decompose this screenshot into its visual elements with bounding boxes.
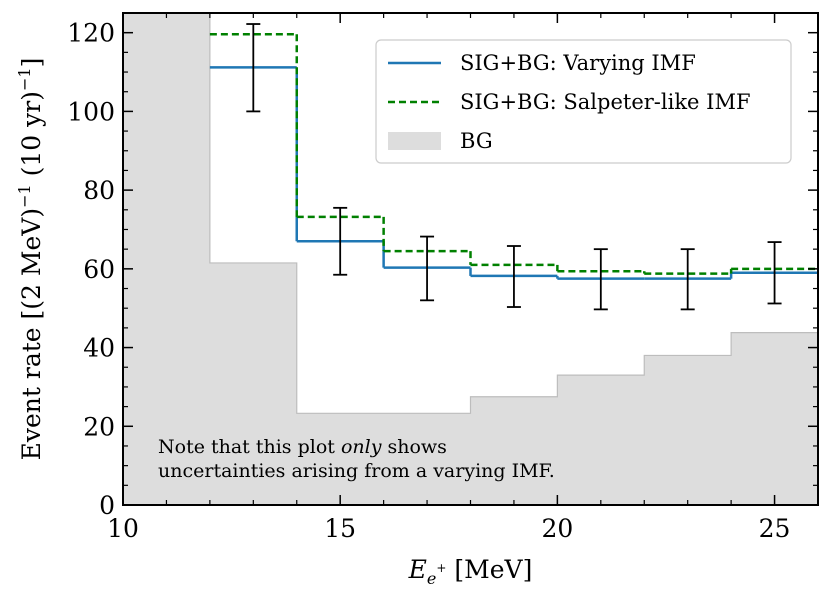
y-axis-label: Event rate [(2 MeV)−1 (10 yr)−1] — [15, 58, 46, 461]
legend-box — [375, 39, 792, 164]
x-tick-label: 25 — [759, 514, 791, 543]
x-tick-label: 10 — [107, 514, 139, 543]
error-bar — [506, 245, 521, 308]
y-tick-label: 0 — [99, 491, 115, 520]
y-tick-label: 120 — [67, 19, 115, 48]
error-bar — [680, 248, 695, 311]
y-tick-label: 60 — [83, 255, 115, 284]
x-tick-label: 20 — [541, 514, 573, 543]
y-tick-label: 100 — [67, 97, 115, 126]
legend-label-bg: BG — [460, 129, 493, 153]
series-salpeter-imf — [209, 33, 818, 275]
legend-label-salpeter-imf: SIG+BG: Salpeter-like IMF — [460, 90, 751, 114]
annotation: Note that this plot only shows uncertain… — [158, 436, 555, 482]
error-bar — [420, 235, 435, 302]
legend-swatch-bg — [388, 132, 441, 150]
annotation-line-1: Note that this plot only shows — [158, 436, 447, 458]
error-bar — [333, 206, 348, 276]
legend: SIG+BG: Varying IMF SIG+BG: Salpeter-lik… — [375, 39, 792, 164]
bg-histogram — [123, 13, 818, 505]
error-bar — [246, 23, 261, 113]
annotation-line-2: uncertainties arising from a varying IMF… — [158, 460, 555, 482]
x-tick-label: 15 — [324, 514, 356, 543]
error-bar — [593, 248, 608, 311]
y-tick-label: 20 — [83, 412, 115, 441]
y-tick-label: 80 — [83, 176, 115, 205]
x-axis-label: Ee+ [MeV] — [408, 555, 533, 588]
legend-label-varying-imf: SIG+BG: Varying IMF — [460, 51, 696, 75]
y-tick-label: 40 — [83, 334, 115, 363]
error-bar — [767, 241, 782, 305]
